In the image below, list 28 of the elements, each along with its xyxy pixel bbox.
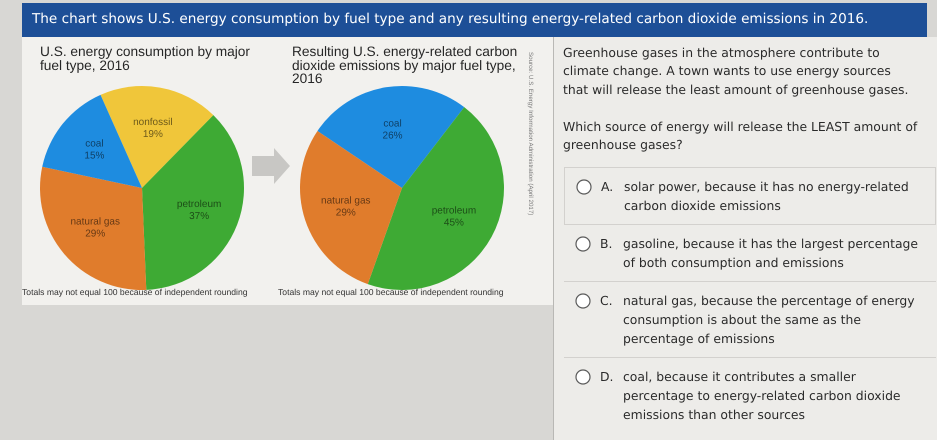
slice-label: petroleum <box>176 198 222 210</box>
slice-label: nonfossil <box>133 116 173 128</box>
data-label: 19% <box>142 128 163 140</box>
chart-title: U.S. energy consumption by major fuel type, 2016 <box>40 44 251 72</box>
text: Greenhouse gases in the atmosphere contribute to climate change. A town wants to use energy sources that will release the least amount of greenhouse gases. <box>563 44 910 99</box>
slice-label: coal <box>85 138 104 149</box>
chart-title: Resulting U.S. energy-related carbon dioxide emissions by major fuel type, 2016 <box>292 44 518 86</box>
data-label: 15% <box>84 150 105 161</box>
data-label: 26% <box>382 130 403 142</box>
pie-slice <box>317 86 464 188</box>
text: Which source of energy will release the LEAST amount of greenhouse gases? <box>563 118 918 154</box>
text: C. natural gas, because the percentage of energy consumption is about the same as the percentage of emissions <box>600 292 916 348</box>
pie-slice <box>40 166 146 290</box>
text: B. gasoline, because it has the largest percentage of both consumption and emissions <box>600 235 920 272</box>
slice-label: natural gas <box>70 216 120 227</box>
data-label: 45% <box>444 216 464 228</box>
text: The chart shows U.S. energy consumption by fuel type and any resulting energy-related carbon dioxide emissions in 2016. <box>32 11 868 27</box>
text: A. solar power, because it has no energy-related carbon dioxide emissions <box>601 178 910 215</box>
slice-label: coal <box>383 118 402 130</box>
data-label: 37% <box>189 210 210 222</box>
slice-label: petroleum <box>432 204 476 216</box>
pie-slice <box>300 130 402 284</box>
text: D. coal, because it contributes a smaller percentage to energy-related carbon dioxide emissions than other sources <box>600 368 902 424</box>
data-label: 29% <box>85 228 106 239</box>
text: Totals may not equal 100 because of independent rounding <box>278 287 504 297</box>
slice-label: natural gas <box>321 194 371 206</box>
text: Totals may not equal 100 because of independent rounding <box>22 287 248 297</box>
data-label: 29% <box>336 206 356 218</box>
